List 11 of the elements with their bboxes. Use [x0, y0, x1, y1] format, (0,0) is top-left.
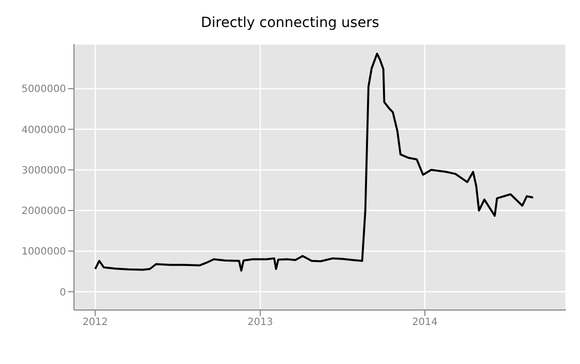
y-tick-label: 1000000	[21, 246, 66, 258]
y-tick-label: 0	[60, 287, 66, 298]
x-tick-label: 2013	[248, 317, 273, 328]
y-tick-label: 5000000	[21, 84, 66, 96]
y-tick-label: 3000000	[21, 165, 66, 176]
x-tick-label: 2014	[412, 317, 438, 328]
chart-title: Directly connecting users	[200, 14, 380, 33]
x-tick-label: 2012	[82, 317, 108, 328]
y-tick-label: 4000000	[21, 124, 66, 136]
y-tick-label: 2000000	[21, 206, 66, 218]
line-series	[94, 52, 534, 272]
